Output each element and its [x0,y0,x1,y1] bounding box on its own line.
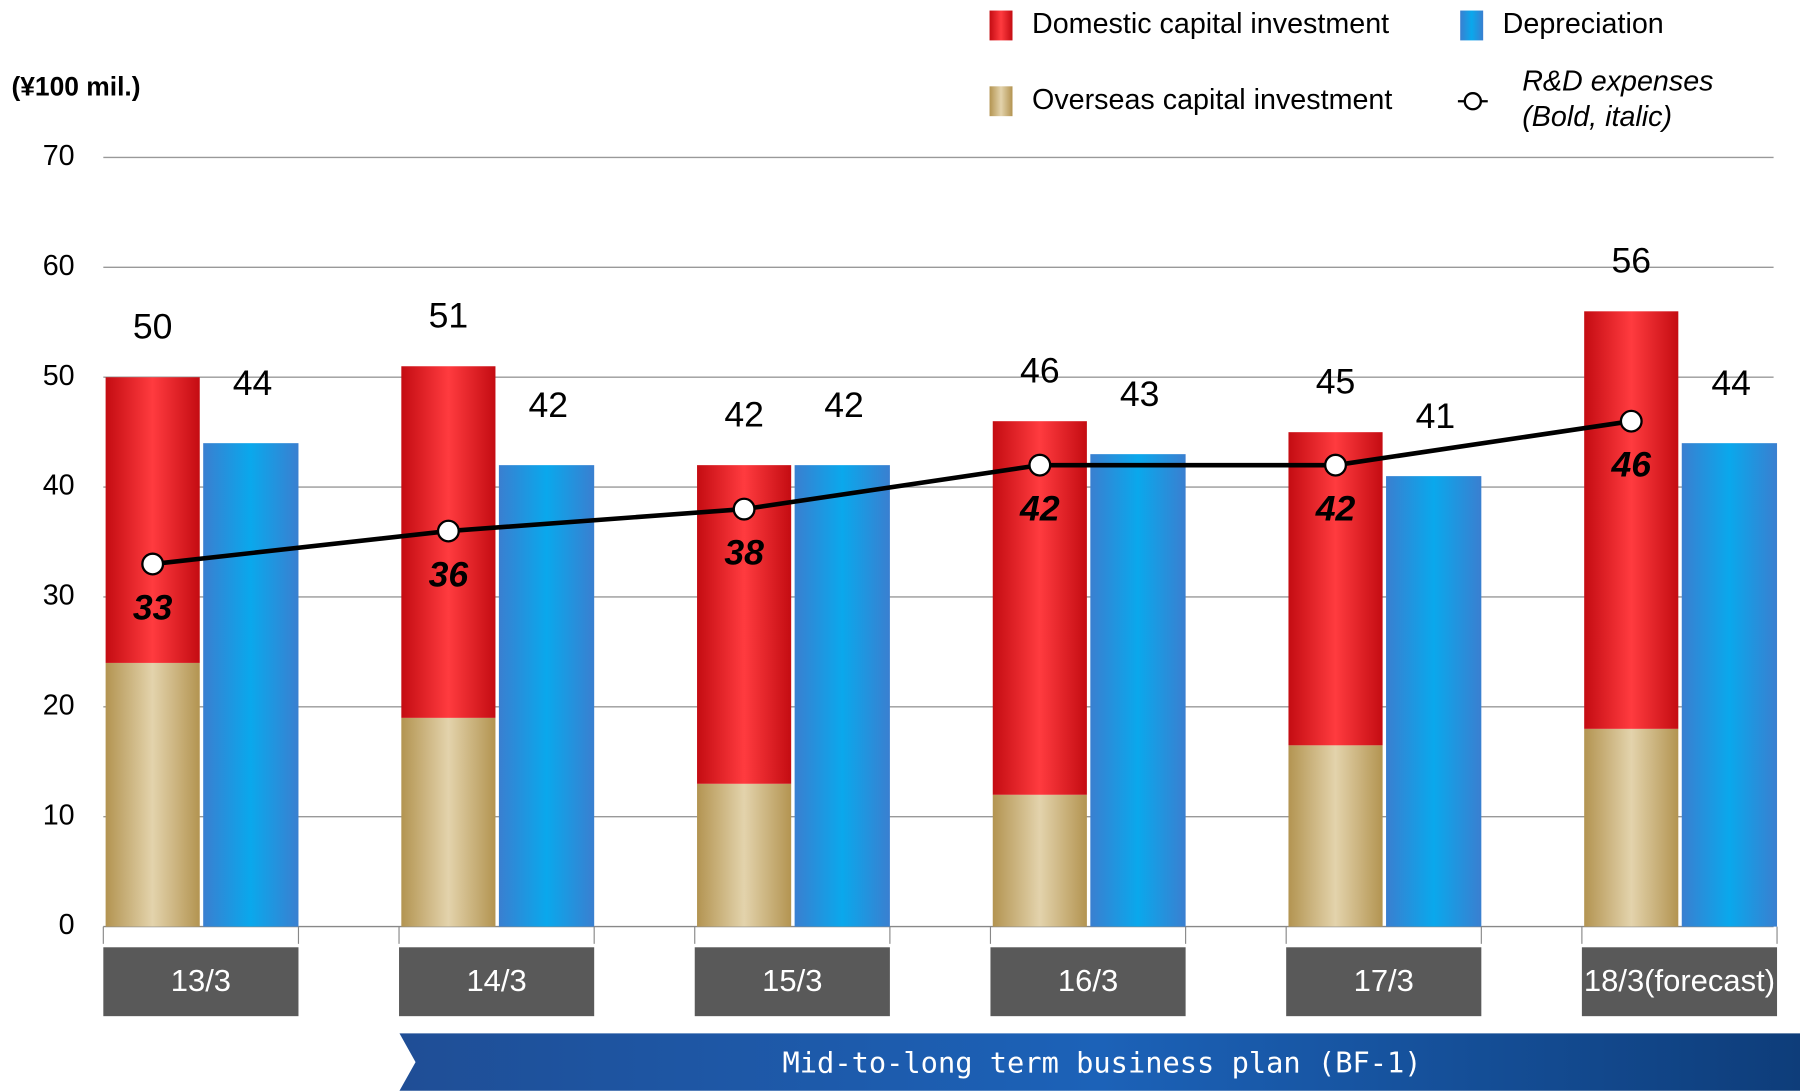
line-point [141,552,165,576]
x-tick-label: 16/3 [1058,963,1118,998]
total-label: 50 [133,306,173,346]
legend-marker [1463,92,1483,111]
value-label: 42 [528,385,568,425]
line-label: 42 [1019,488,1060,528]
bar-segment [1288,432,1383,746]
y-tick-label: 20 [43,689,75,721]
value-label: 43 [1120,374,1160,414]
bar [794,465,890,927]
total-label: 42 [724,394,764,434]
bar [1386,476,1482,927]
bar-segment [401,717,496,927]
category-box [694,947,890,1017]
category-box [1581,947,1778,1017]
line-point [1324,453,1348,477]
bar-segment [1584,728,1679,927]
category-box [399,947,595,1017]
bar [1681,443,1778,927]
banner-arrow [399,1033,1800,1091]
category-box [1286,947,1482,1017]
line-label: 38 [724,532,764,572]
x-tick-label: 15/3 [762,963,822,998]
value-label: 41 [1416,396,1456,436]
line-point [732,497,756,521]
bar-segment [992,794,1087,927]
y-tick-label: 60 [43,250,75,282]
value-label: 44 [233,363,273,403]
line-point [1619,409,1643,433]
line-label: 46 [1610,445,1651,485]
line-label: 36 [429,554,469,594]
line [152,418,1632,567]
y-tick-label: 50 [43,360,75,392]
bar-segment [992,421,1087,795]
category-box [990,947,1186,1017]
unit-label: (¥100 mil.) [11,72,140,102]
x-tick-label: 14/3 [466,963,526,998]
x-tick-label: 13/3 [171,963,231,998]
legend-swatch [989,86,1013,117]
total-label: 46 [1020,350,1060,390]
bar-segment [105,377,200,663]
x-tick-label: 18/3(forecast) [1584,963,1775,998]
y-tick-label: 0 [59,909,75,941]
line-point [1028,453,1052,477]
bar-segment [697,783,792,927]
x-tick-label: 17/3 [1354,963,1414,998]
total-label: 45 [1316,361,1356,401]
y-tick-label: 40 [43,470,75,502]
legend-swatch [989,10,1013,41]
legend-label: Overseas capital investment [1032,84,1392,116]
line-label: 33 [133,587,173,627]
line-label: 42 [1315,488,1356,528]
banner-text: Mid-to-long term business plan (BF-1) [783,1045,1422,1079]
legend-label: Domestic capital investment [1032,8,1389,40]
total-label: 56 [1611,241,1651,281]
total-label: 51 [429,295,469,335]
legend-note: (Bold, italic) [1522,101,1672,133]
legend-swatch [1460,10,1484,41]
value-label: 42 [824,385,864,425]
category-box [103,947,299,1017]
bar [498,465,595,927]
bar-segment [1584,311,1679,729]
bar [203,443,299,927]
bar-segment [105,662,200,927]
legend-label: Depreciation [1503,8,1664,40]
y-tick-label: 10 [43,799,75,831]
bar [1090,454,1186,927]
y-tick-label: 30 [43,580,75,612]
legend-label: R&D expenses [1522,65,1713,97]
value-label: 44 [1711,363,1751,403]
y-tick-label: 70 [43,140,75,172]
line-point [436,519,460,543]
bar-segment [1288,745,1383,927]
